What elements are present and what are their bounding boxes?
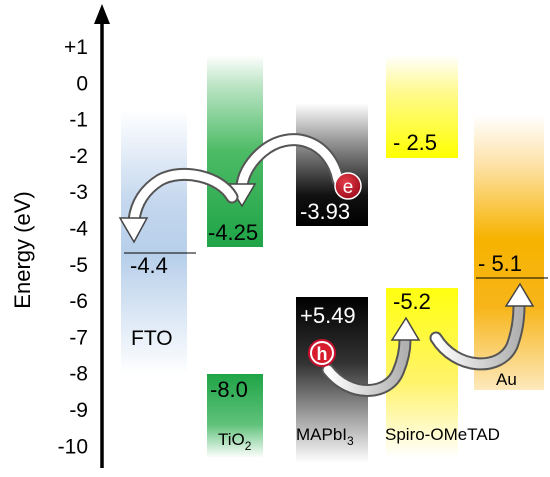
axis-tick-label: -3 [69, 181, 88, 204]
tio2-name-sub: 2 [245, 439, 252, 453]
au-level-label: - 5.1 [478, 251, 522, 276]
au-band: - 5.1 Au [474, 115, 548, 390]
axis-tick-label: 0 [76, 72, 88, 95]
electron-ball [334, 172, 362, 200]
fto-level-label: -4.4 [130, 253, 168, 278]
tio2-valence-bar [207, 374, 263, 458]
electron-carrier: e [334, 172, 362, 200]
spiro-lumo-bar [386, 55, 458, 158]
hole-transfer-arrow-spiro-to-au [429, 282, 535, 371]
mapbi3-name-label: MAPbI3 [296, 425, 354, 448]
hole-symbol: h [317, 344, 328, 364]
tio2-name-label: TiO2 [218, 430, 252, 453]
axis-tick-label: -8 [69, 363, 88, 386]
fto-name-label: FTO [131, 327, 173, 350]
tio2-cb-label: -4.25 [208, 220, 258, 245]
fto-bar [121, 110, 187, 375]
electron-symbol: e [343, 177, 354, 198]
hole-transfer-arrow-mapbi3-to-spiro [321, 316, 421, 397]
electron-transfer-arrow-tio2-to-fto [118, 167, 239, 244]
spiro-homo-label: -5.2 [393, 289, 431, 314]
mapbi3-cb-label: -3.93 [300, 199, 350, 224]
tio2-vb-label: -8.0 [210, 377, 248, 402]
tio2-name-main: TiO [218, 430, 245, 449]
axis-tick-labels: +1 0 -1 -2 -3 -4 -5 -6 -7 -8 -9 -10 [58, 36, 89, 458]
axis-tick-label: +1 [64, 36, 88, 59]
mapbi3-name-sub: 3 [347, 434, 354, 448]
axis-arrowhead [94, 4, 110, 24]
axis-title: Energy (eV) [10, 191, 35, 308]
axis-tick-label: -10 [58, 435, 88, 458]
hole-ball-inner [312, 343, 332, 363]
mapbi3-band: -3.93 +5.49 MAPbI3 [296, 103, 368, 463]
energy-axis: Energy (eV) +1 0 -1 -2 -3 -4 -5 -6 -7 -8 -9 -10 [10, 4, 110, 468]
spiro-lumo-label: - 2.5 [393, 130, 437, 155]
axis-tick-label: -2 [69, 145, 88, 168]
axis-tick-label: -5 [69, 254, 88, 277]
fto-band: -4.4 FTO [121, 110, 196, 375]
mapbi3-vb-label: +5.49 [300, 303, 356, 328]
mapbi3-name-main: MAPbI [296, 425, 347, 444]
hole-carrier: h [308, 339, 336, 367]
spiro-name-label: Spiro-OMeTAD [385, 425, 500, 444]
tio2-band: -4.25 -8.0 TiO2 [207, 55, 263, 458]
axis-tick-label: -9 [69, 399, 88, 422]
axis-tick-label: -6 [69, 290, 88, 313]
axis-tick-label: -4 [69, 218, 88, 241]
axis-tick-label: -1 [69, 109, 88, 132]
axis-tick-label: -7 [69, 326, 88, 349]
au-name-label: Au [496, 370, 517, 389]
